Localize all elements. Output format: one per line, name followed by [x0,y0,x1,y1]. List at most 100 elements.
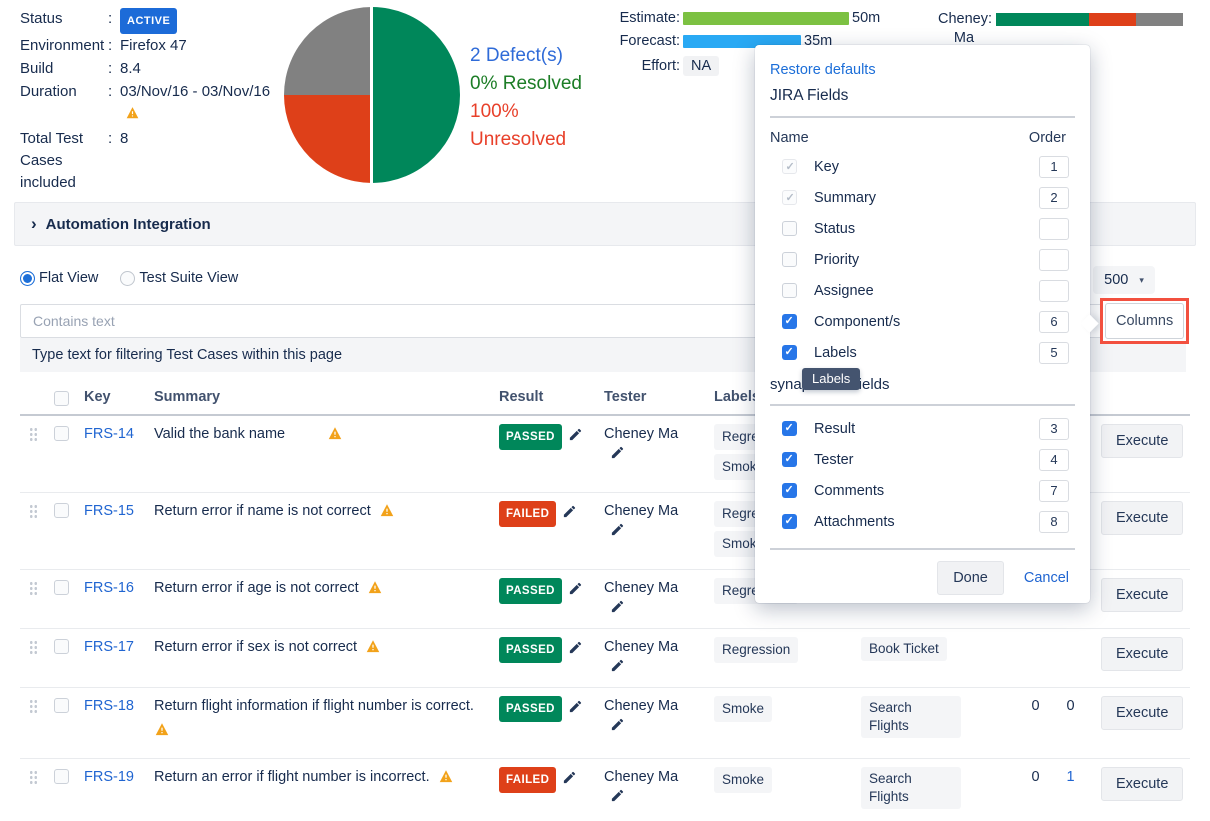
priority-order-input[interactable] [1039,248,1069,271]
bar-segment-unexecuted [1136,13,1183,26]
attachments-order-input[interactable] [1039,510,1069,533]
estimate-value: 50m [852,10,881,26]
drag-handle[interactable] [28,699,38,715]
select-all-checkbox[interactable] [53,390,69,406]
edit-tester-icon[interactable] [610,717,625,738]
row-checkbox[interactable] [53,639,69,654]
edit-result-icon[interactable] [562,770,577,791]
restore-defaults-link[interactable]: Restore defaults [770,62,876,78]
flat-view-radio[interactable] [20,270,35,286]
labels-order-input[interactable] [1039,341,1069,364]
summary-order-input[interactable] [1039,186,1069,209]
field-row-status: Status [770,213,1075,244]
warning-icon [365,639,381,660]
attachments-count-link[interactable]: 1 [1066,769,1075,785]
edit-result-icon[interactable] [568,640,583,661]
page-size-select[interactable]: 500 ▾ [1093,266,1155,294]
execute-button[interactable]: Execute [1101,424,1184,458]
comments-count: 0 [1031,769,1040,785]
attachments-checkbox[interactable] [782,514,797,529]
tester-checkbox[interactable] [782,452,797,467]
warning-icon [379,503,395,524]
result-order-input[interactable] [1039,417,1069,440]
edit-result-icon[interactable] [562,504,577,525]
result-checkbox[interactable] [782,421,797,436]
assignee-checkbox[interactable] [782,283,797,298]
edit-tester-icon[interactable] [610,658,625,679]
row-checkbox[interactable] [53,580,69,595]
header-key: Key [84,389,111,405]
row-checkbox[interactable] [53,698,69,713]
tester-order-input[interactable] [1039,448,1069,471]
edit-tester-icon[interactable] [610,788,625,809]
execute-button[interactable]: Execute [1101,501,1184,535]
component-tag: Search Flights [861,767,961,809]
columns-button[interactable]: Columns [1105,303,1185,339]
edit-result-icon[interactable] [568,699,583,720]
label-tag: Smoke [714,767,773,793]
field-row-priority: Priority [770,244,1075,275]
jira-fields-title: JIRA Fields [770,87,849,104]
component-tag: Search Flights [861,696,961,738]
row-checkbox[interactable] [53,503,69,518]
test-suite-view-option[interactable]: Test Suite View [120,270,238,286]
row-checkbox[interactable] [53,426,69,441]
total-tests-value: 8 [120,130,129,147]
components-checkbox[interactable] [782,314,797,329]
name-header: Name [770,130,809,146]
status-order-input[interactable] [1039,217,1069,240]
total-tests-label: Total Test Cases included [20,130,84,191]
field-row-attachments: Attachments [770,506,1075,537]
test-case-key-link[interactable]: FRS-17 [84,639,134,655]
test-suite-view-label: Test Suite View [139,270,239,286]
edit-result-icon[interactable] [568,581,583,602]
labels-checkbox[interactable] [782,345,797,360]
forecast-bar [683,34,801,48]
drag-handle[interactable] [28,504,38,520]
cycle-info-panel: Status : ACTIVE Environment : Firefox 47… [20,8,282,195]
bar-segment-passed [996,13,1089,26]
synapsert-fields-title: synapseRT Fields Labels [770,368,1075,400]
info-row-environment: Environment : Firefox 47 [20,35,282,57]
summary-checkbox[interactable] [782,190,797,205]
comments-order-input[interactable] [1039,479,1069,502]
drag-handle[interactable] [28,427,38,443]
priority-checkbox[interactable] [782,252,797,267]
flat-view-option[interactable]: Flat View [20,270,98,286]
drag-handle[interactable] [28,640,38,656]
popup-header-row: Name Order [770,125,1075,151]
components-order-input[interactable] [1039,310,1069,333]
test-case-key-link[interactable]: FRS-18 [84,698,134,714]
summary-text: Return error if name is not correct [154,503,371,519]
key-order-input[interactable] [1039,155,1069,178]
execute-button[interactable]: Execute [1101,578,1184,612]
drag-handle[interactable] [28,770,38,786]
forecast-label: Forecast: [619,33,680,49]
status-checkbox[interactable] [782,221,797,236]
cancel-link[interactable]: Cancel [1023,570,1069,586]
test-case-key-link[interactable]: FRS-15 [84,503,134,519]
defect-status-pie-chart [284,7,460,183]
execute-button[interactable]: Execute [1101,767,1184,801]
edit-tester-icon[interactable] [610,522,625,543]
info-row-build: Build : 8.4 [20,58,282,80]
field-row-assignee: Assignee [770,275,1075,306]
drag-handle[interactable] [28,581,38,597]
execute-button[interactable]: Execute [1101,696,1184,730]
column-picker-popup: Restore defaults JIRA Fields Name Order … [755,45,1099,603]
resolved-percent: 0% Resolved [470,73,582,94]
summary-text: Return flight information if flight numb… [154,698,474,714]
key-checkbox[interactable] [782,159,797,174]
assignee-order-input[interactable] [1039,279,1069,302]
edit-tester-icon[interactable] [610,445,625,466]
test-case-key-link[interactable]: FRS-14 [84,426,134,442]
edit-tester-icon[interactable] [610,599,625,620]
comments-checkbox[interactable] [782,483,797,498]
done-button[interactable]: Done [937,561,1004,595]
row-checkbox[interactable] [53,769,69,784]
execute-button[interactable]: Execute [1101,637,1184,671]
test-case-key-link[interactable]: FRS-19 [84,769,134,785]
edit-result-icon[interactable] [568,427,583,448]
test-suite-view-radio[interactable] [120,270,136,286]
test-case-key-link[interactable]: FRS-16 [84,580,134,596]
